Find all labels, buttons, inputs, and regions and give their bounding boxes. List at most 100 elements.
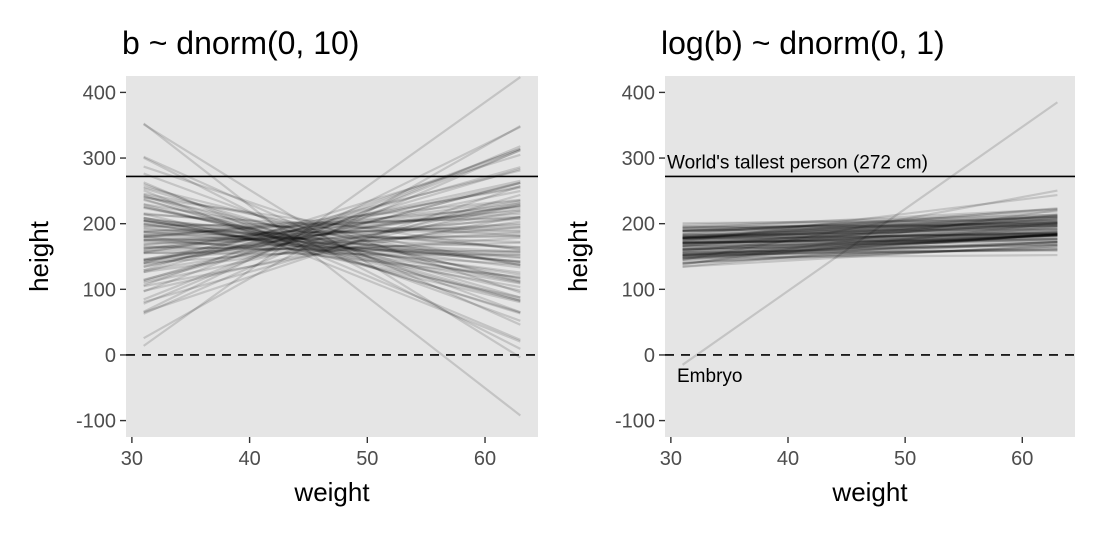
prior-line — [143, 231, 521, 253]
prior-line — [682, 193, 1058, 243]
prior-line — [143, 147, 521, 287]
prior-line — [143, 212, 521, 251]
prior-line — [143, 201, 521, 284]
prior-line — [143, 231, 521, 249]
prior-line — [143, 145, 521, 305]
y-axis-title: height — [24, 220, 54, 292]
prior-line — [143, 213, 521, 237]
prior-line — [143, 219, 521, 249]
prior-line — [682, 216, 1058, 232]
prior-line — [682, 233, 1058, 261]
prior-line — [143, 245, 521, 256]
prior-lines-group — [142, 76, 522, 417]
chart-title: b ~ dnorm(0, 10) — [122, 25, 359, 61]
prior-line — [143, 186, 521, 254]
prior-line — [143, 225, 521, 262]
prior-line — [143, 183, 521, 322]
prior-line — [143, 125, 521, 313]
prior-line — [682, 233, 1058, 254]
prior-line — [682, 222, 1058, 240]
prior-line — [682, 218, 1058, 225]
prior-line — [682, 243, 1058, 256]
prior-line — [682, 208, 1058, 235]
prior-line — [682, 219, 1058, 230]
prior-line — [682, 228, 1058, 237]
prior-line — [682, 213, 1058, 253]
prior-line — [143, 215, 521, 288]
prior-line — [143, 226, 521, 237]
prior-line — [682, 225, 1058, 239]
prior-line — [143, 246, 521, 253]
prior-line — [682, 233, 1058, 245]
prior-line — [143, 235, 521, 279]
prior-line — [682, 218, 1058, 239]
chart-title: log(b) ~ dnorm(0, 1) — [661, 25, 945, 61]
prior-line — [143, 212, 521, 304]
prior-line — [143, 230, 521, 263]
annotation-label: Embryo — [677, 366, 742, 387]
prior-line — [682, 238, 1058, 252]
prior-line — [143, 195, 521, 281]
prior-line — [143, 147, 521, 293]
prior-line — [143, 216, 521, 261]
prior-line — [682, 233, 1058, 260]
prior-line — [143, 206, 521, 283]
prior-line — [143, 156, 521, 350]
prior-line — [142, 122, 522, 417]
prior-line — [682, 231, 1058, 268]
prior-line — [143, 222, 521, 280]
prior-line — [143, 220, 521, 269]
y-tick-label: 300 — [83, 148, 116, 170]
prior-line — [143, 223, 521, 274]
prior-line — [682, 213, 1058, 226]
prior-line — [682, 221, 1058, 266]
y-tick-label: 300 — [622, 148, 655, 170]
prior-line — [143, 216, 521, 299]
prior-lines-group — [681, 101, 1059, 366]
prior-line — [682, 224, 1058, 250]
prior-line — [682, 219, 1058, 239]
x-tick-label: 30 — [660, 448, 682, 470]
prior-line — [682, 231, 1058, 237]
prior-line — [682, 240, 1058, 265]
prior-line — [682, 223, 1058, 240]
prior-line — [143, 233, 521, 253]
prior-line — [682, 232, 1058, 245]
prior-line — [682, 229, 1058, 244]
prior-line — [143, 166, 521, 274]
prior-line — [143, 224, 521, 259]
annotation-label: World's tallest person (272 cm) — [667, 152, 928, 173]
prior-line — [682, 241, 1058, 260]
prior-line — [143, 123, 521, 359]
prior-line — [143, 216, 521, 276]
prior-line — [682, 223, 1058, 244]
prior-line — [682, 239, 1058, 244]
x-tick-label: 40 — [238, 448, 260, 470]
x-tick-label: 50 — [356, 448, 378, 470]
prior-line — [682, 233, 1058, 242]
y-tick-label: 0 — [644, 345, 655, 367]
prior-line — [143, 218, 521, 289]
prior-line — [682, 233, 1058, 259]
prior-line — [682, 221, 1058, 239]
plot-background — [126, 76, 538, 437]
x-axis-title: weight — [831, 477, 908, 507]
prior-line — [682, 215, 1058, 228]
prior-line — [143, 203, 521, 303]
prior-line — [143, 234, 521, 242]
prior-line — [682, 248, 1058, 257]
prior-line — [143, 193, 521, 304]
prior-line — [143, 204, 521, 262]
prior-line — [143, 187, 521, 299]
prior-line — [682, 236, 1058, 248]
prior-line — [682, 240, 1058, 248]
prior-line — [682, 235, 1058, 245]
prior-line — [143, 192, 521, 267]
prior-line — [682, 227, 1058, 233]
prior-line — [143, 172, 521, 314]
prior-line — [682, 232, 1058, 240]
prior-line — [682, 225, 1058, 258]
prior-line — [143, 217, 521, 264]
prior-line — [682, 243, 1058, 268]
prior-line — [682, 189, 1058, 261]
